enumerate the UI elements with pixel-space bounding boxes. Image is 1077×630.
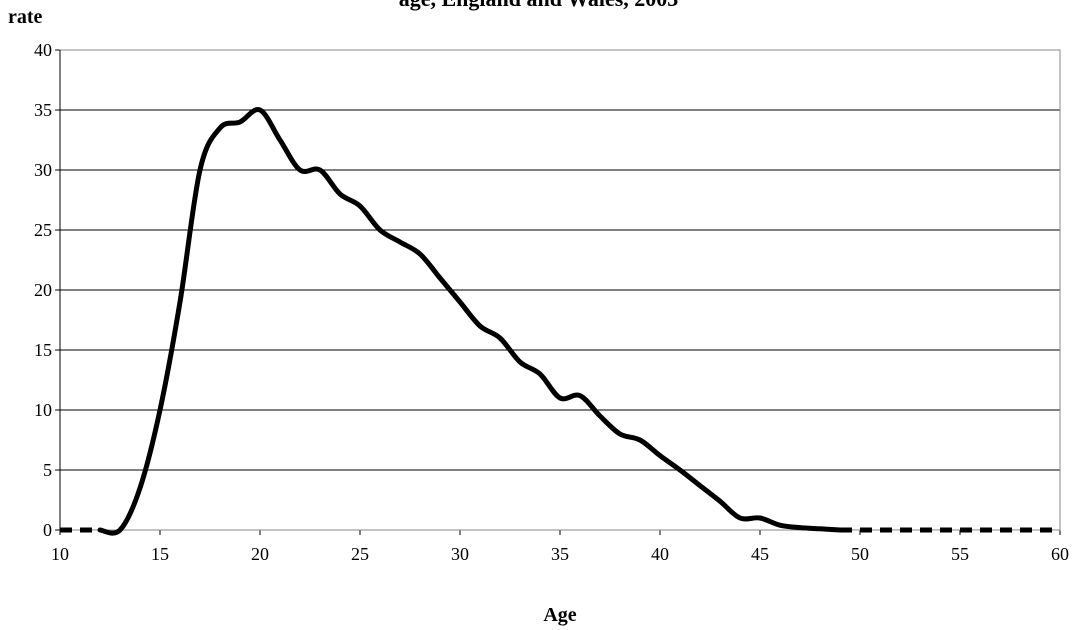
x-tick-label: 30 [451,544,469,564]
y-tick-label: 30 [34,160,52,180]
axes [55,49,1061,535]
x-tick-label: 60 [1051,544,1069,564]
y-tick-label: 20 [34,280,52,300]
x-tick-label: 25 [351,544,369,564]
x-tick-label: 15 [151,544,169,564]
y-tick-label: 10 [34,400,52,420]
x-tick-label: 40 [651,544,669,564]
chart-title: age, England and Wales, 2003 [0,0,1077,12]
x-tick-label: 50 [851,544,869,564]
x-tick-label: 55 [951,544,969,564]
y-tick-label: 15 [34,340,52,360]
series-lines [60,107,1060,536]
x-tick-label: 35 [551,544,569,564]
x-tick-label: 45 [751,544,769,564]
y-tick-label: 40 [34,40,52,60]
gridlines [60,49,1060,471]
y-tick-label: 0 [43,520,52,540]
y-tick-label: 35 [34,100,52,120]
x-axis-label: Age [543,604,577,626]
y-axis-label: rate [8,6,43,28]
y-tick-label: 5 [43,460,52,480]
x-tick-label: 20 [251,544,269,564]
series-line-solid [97,107,843,536]
x-tick-label: 10 [51,544,69,564]
tick-labels: 0 5 10 15 20 25 30 35 40 10 15 20 25 30 35 40 45 50 55 60 [34,40,1069,564]
y-tick-label: 25 [34,220,52,240]
